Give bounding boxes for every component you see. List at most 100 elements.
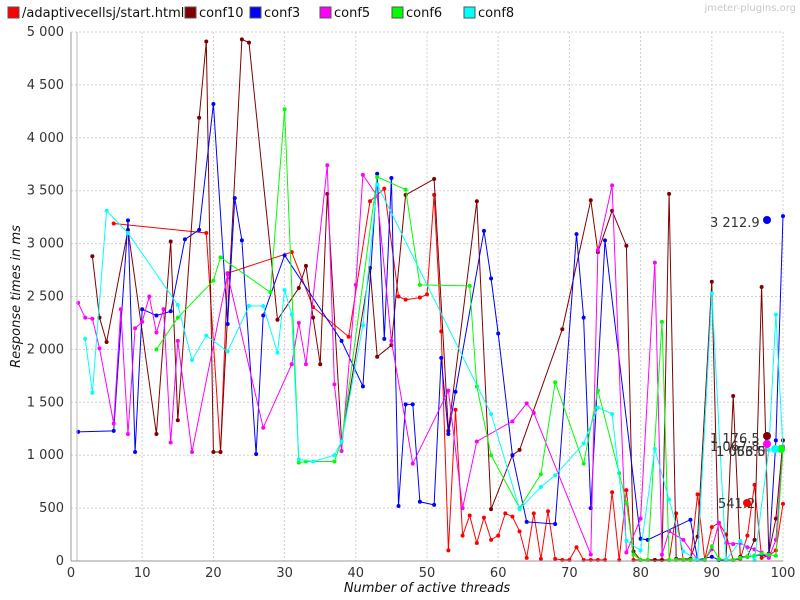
data-point bbox=[211, 101, 216, 106]
x-tick-label: 60 bbox=[490, 566, 507, 581]
data-point bbox=[446, 432, 451, 437]
data-point bbox=[453, 389, 458, 394]
data-point bbox=[410, 402, 415, 407]
y-tick-label: 500 bbox=[39, 501, 64, 516]
data-point bbox=[510, 419, 515, 424]
data-point bbox=[731, 393, 736, 398]
end-value-marker bbox=[777, 445, 785, 453]
data-point bbox=[595, 388, 600, 393]
data-point bbox=[638, 516, 643, 521]
data-point bbox=[360, 384, 365, 389]
data-point bbox=[296, 320, 301, 325]
legend-swatch bbox=[391, 6, 404, 19]
data-point bbox=[346, 334, 351, 339]
data-point bbox=[709, 544, 714, 549]
data-point bbox=[125, 231, 130, 236]
data-point bbox=[659, 319, 664, 324]
data-point bbox=[125, 432, 130, 437]
data-point bbox=[538, 556, 543, 561]
data-point bbox=[610, 411, 615, 416]
data-point bbox=[303, 362, 308, 367]
data-point bbox=[432, 502, 437, 507]
data-point bbox=[531, 410, 536, 415]
data-point bbox=[546, 509, 551, 514]
legend-item-1: conf10 bbox=[184, 6, 243, 21]
data-point bbox=[133, 326, 138, 331]
data-point bbox=[296, 286, 301, 291]
data-point bbox=[204, 333, 209, 338]
data-point bbox=[496, 533, 501, 538]
data-point bbox=[190, 450, 195, 455]
data-point bbox=[154, 432, 159, 437]
data-point bbox=[467, 513, 472, 518]
data-point bbox=[125, 218, 130, 223]
data-point bbox=[610, 490, 615, 495]
x-tick-label: 70 bbox=[561, 566, 578, 581]
legend-label: conf6 bbox=[406, 6, 442, 21]
data-point bbox=[659, 552, 664, 557]
data-point bbox=[773, 553, 778, 558]
y-tick-label: 4 500 bbox=[27, 78, 64, 93]
data-point bbox=[467, 283, 472, 288]
data-point bbox=[481, 228, 486, 233]
data-point bbox=[489, 453, 494, 458]
end-value-label: 1 067.8 bbox=[710, 440, 760, 455]
data-point bbox=[709, 554, 714, 559]
data-point bbox=[311, 315, 316, 320]
x-tick-label: 90 bbox=[704, 566, 721, 581]
x-tick-label: 40 bbox=[348, 566, 365, 581]
data-point bbox=[752, 537, 757, 542]
plot-area: 541.21 176.53 212.91 067.81 066.51 053.0 bbox=[70, 31, 785, 562]
axes bbox=[70, 32, 783, 562]
data-point bbox=[417, 499, 422, 504]
legend-item-5: conf8 bbox=[463, 6, 514, 21]
data-point bbox=[759, 551, 764, 556]
data-point bbox=[446, 388, 451, 393]
data-point bbox=[261, 425, 266, 430]
data-point bbox=[709, 525, 714, 530]
data-point bbox=[104, 339, 109, 344]
data-point bbox=[624, 488, 629, 493]
data-point bbox=[453, 407, 458, 412]
x-axis-title: Number of active threads bbox=[344, 581, 511, 596]
series-layer bbox=[76, 37, 785, 562]
data-point bbox=[731, 542, 736, 547]
end-value-label: 1 176.5 bbox=[710, 432, 760, 447]
data-point bbox=[681, 549, 686, 554]
data-point bbox=[239, 238, 244, 243]
data-point bbox=[133, 450, 138, 455]
data-point bbox=[161, 307, 166, 312]
data-point bbox=[389, 176, 394, 181]
data-point bbox=[738, 555, 743, 560]
data-point bbox=[681, 537, 686, 542]
data-point bbox=[204, 231, 209, 236]
data-point bbox=[667, 529, 672, 534]
data-point bbox=[489, 507, 494, 512]
data-point bbox=[716, 556, 721, 561]
data-point bbox=[303, 263, 308, 268]
data-point bbox=[474, 439, 479, 444]
data-point bbox=[140, 319, 145, 324]
data-point bbox=[218, 255, 223, 260]
data-point bbox=[175, 338, 180, 343]
data-point bbox=[211, 450, 216, 455]
data-point bbox=[382, 336, 387, 341]
data-point bbox=[382, 186, 387, 191]
data-point bbox=[745, 554, 750, 559]
data-point bbox=[489, 276, 494, 281]
data-point bbox=[481, 515, 486, 520]
data-point bbox=[90, 390, 95, 395]
data-point bbox=[432, 177, 437, 182]
x-tick-label: 30 bbox=[276, 566, 293, 581]
data-point bbox=[232, 196, 237, 201]
data-point bbox=[503, 511, 508, 516]
series-3 bbox=[76, 163, 785, 562]
data-point bbox=[624, 550, 629, 555]
data-point bbox=[311, 459, 316, 464]
x-tick-label: 80 bbox=[632, 566, 649, 581]
data-point bbox=[524, 401, 529, 406]
data-point bbox=[631, 552, 636, 557]
data-point bbox=[410, 461, 415, 466]
data-point bbox=[339, 448, 344, 453]
